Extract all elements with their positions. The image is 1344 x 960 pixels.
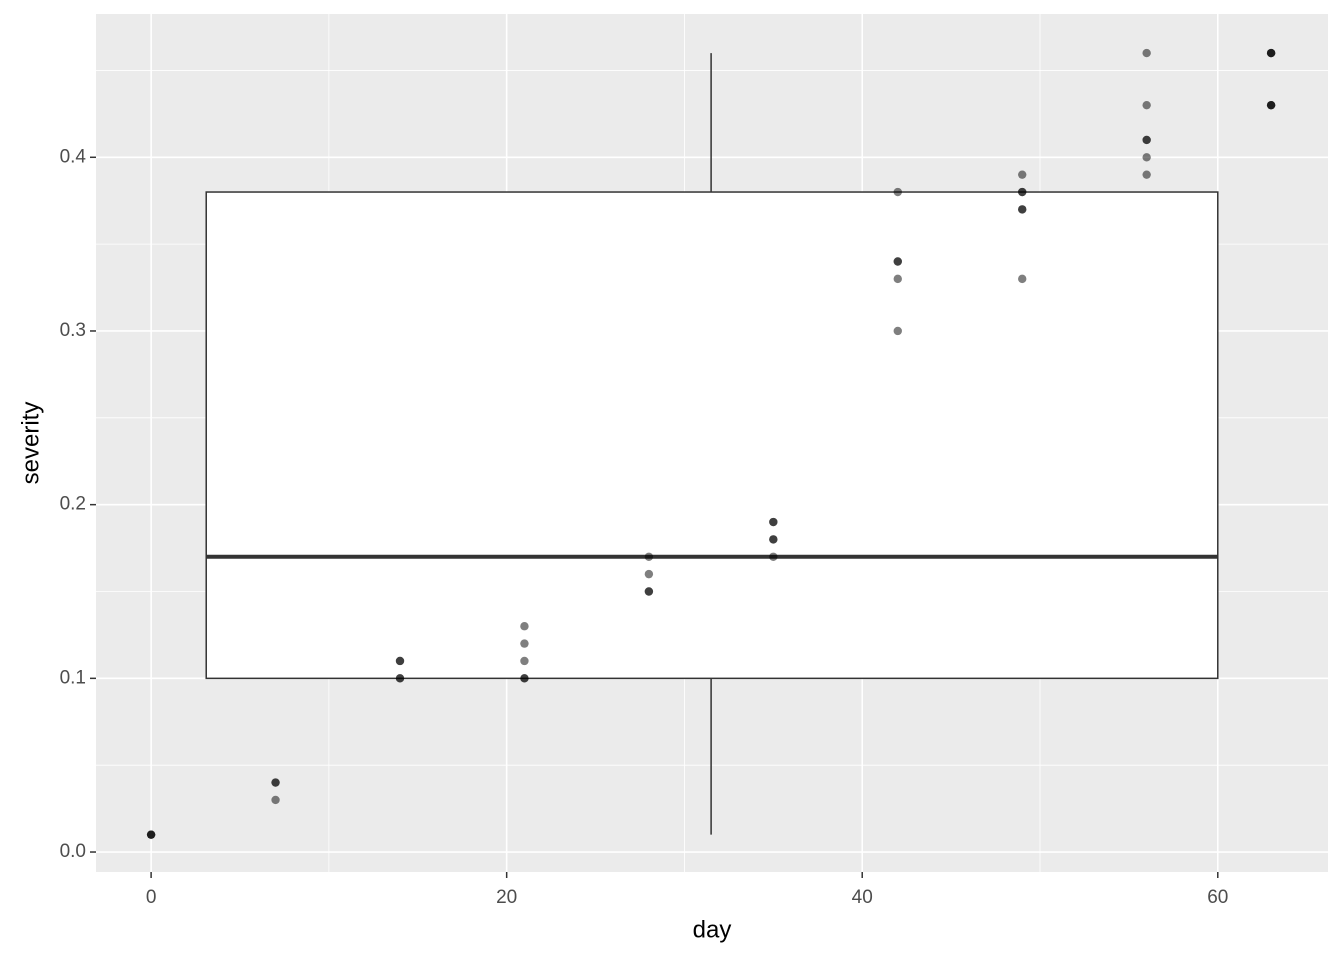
point (1142, 48, 1151, 58)
point (769, 535, 778, 544)
axes: 0 20 40 60 0.0 0.1 0.2 0.3 0.4 (60, 146, 1229, 908)
point (644, 569, 654, 579)
point (1018, 187, 1027, 197)
point (271, 795, 280, 805)
y-tick-label: 0.1 (60, 667, 86, 688)
box (205, 191, 1219, 680)
point (893, 326, 902, 336)
point (395, 674, 405, 683)
point (1266, 100, 1276, 110)
y-tick-label: 0.0 (60, 841, 86, 862)
y-tick-label: 0.3 (60, 320, 86, 341)
point (893, 257, 902, 266)
point (769, 517, 778, 527)
point (644, 552, 654, 561)
point (644, 587, 654, 596)
marks (146, 48, 1276, 839)
point (1142, 170, 1151, 179)
point (769, 552, 778, 561)
y-tick-label: 0.2 (60, 494, 86, 515)
point (1266, 48, 1276, 58)
point (395, 656, 405, 666)
point (520, 656, 529, 666)
point (1142, 153, 1151, 162)
point (520, 639, 529, 648)
x-tick-label: 60 (1207, 887, 1228, 908)
point (146, 830, 156, 839)
point (893, 274, 902, 284)
point (520, 674, 529, 683)
point (1018, 170, 1027, 179)
point (271, 778, 280, 787)
x-tick-label: 40 (852, 887, 873, 908)
x-tick-label: 0 (146, 887, 157, 908)
point (1142, 135, 1151, 145)
point (520, 622, 529, 631)
y-tick-label: 0.4 (60, 146, 87, 167)
x-axis-title: day (693, 916, 732, 943)
point (1018, 274, 1027, 284)
y-axis-title: severity (17, 402, 44, 485)
x-tick-label: 20 (496, 887, 517, 908)
point (893, 187, 902, 197)
point (1018, 205, 1027, 214)
point (1142, 100, 1151, 110)
